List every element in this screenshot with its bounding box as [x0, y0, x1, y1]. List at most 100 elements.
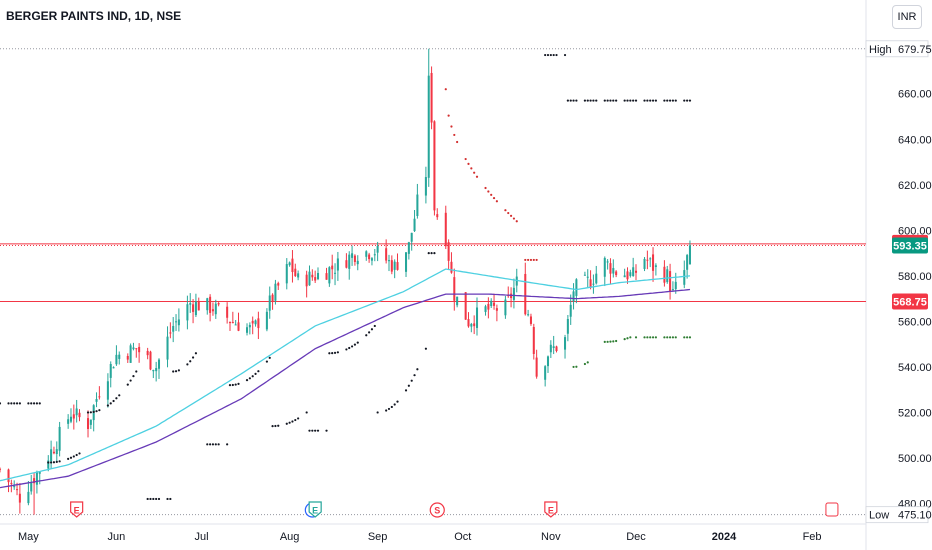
sar-dot — [72, 455, 75, 458]
candle-body — [666, 269, 669, 283]
sar-dot — [251, 375, 254, 378]
candle-body — [291, 258, 294, 273]
x-tick-label: Aug — [280, 531, 300, 543]
sar-dot — [626, 99, 629, 102]
sar-dot — [350, 345, 354, 348]
candle-body — [277, 283, 280, 286]
sar-dot — [606, 99, 609, 102]
candle-body — [353, 255, 356, 262]
marker-shape — [429, 502, 445, 518]
sar-dot — [285, 422, 288, 425]
sar-dot — [146, 497, 149, 501]
sar-dot — [651, 336, 655, 339]
candle-body — [192, 304, 195, 312]
sar-dot — [629, 336, 632, 339]
sar-dot — [512, 217, 516, 220]
sar-dot — [169, 497, 172, 501]
sar-dot — [206, 443, 209, 446]
sar-dot — [365, 334, 368, 337]
sar-dot — [529, 258, 533, 262]
y-tick-label: 500.00 — [898, 453, 932, 465]
plot-area — [0, 48, 692, 515]
sar-dot — [688, 99, 692, 102]
sar-dot — [634, 99, 638, 102]
sar-dot — [308, 429, 311, 432]
candle-body — [365, 251, 368, 257]
sar-dot — [643, 336, 646, 339]
candle-body — [268, 295, 271, 311]
sar-dot — [524, 258, 527, 262]
sar-dot — [274, 424, 277, 428]
candle-body — [69, 416, 73, 422]
sar-dot — [473, 171, 476, 174]
candle-body — [535, 357, 538, 377]
y-tick-label: 620.00 — [898, 180, 932, 192]
sar-dot — [228, 384, 232, 387]
candle-body — [118, 354, 121, 359]
candle-body — [294, 268, 297, 277]
candle-body — [671, 289, 674, 291]
sar-dot — [78, 452, 81, 455]
sar-dot — [115, 397, 118, 400]
sar-dot — [277, 424, 280, 427]
sar-dot — [424, 347, 428, 350]
candle-body — [385, 248, 388, 261]
candle-body — [132, 347, 135, 350]
sar-dot — [32, 402, 36, 405]
candle-body — [583, 274, 586, 276]
split-marker: S — [429, 502, 445, 518]
candle-body — [95, 399, 98, 402]
sar-dot — [563, 53, 567, 57]
price-label-box — [865, 40, 929, 58]
candle-body — [226, 306, 229, 318]
sar-dot — [456, 140, 459, 144]
sar-dot — [427, 251, 430, 255]
sar-dot — [75, 453, 78, 457]
candle-body — [197, 301, 200, 311]
sar-dot — [194, 352, 198, 355]
candle-body — [86, 418, 90, 430]
candle-body — [308, 271, 311, 286]
candle-body — [524, 273, 527, 315]
marker-shape — [308, 501, 322, 518]
sar-dot — [649, 336, 652, 339]
sar-dot — [245, 379, 249, 382]
sar-dot — [444, 88, 447, 91]
candle-body — [456, 296, 459, 306]
currency-button[interactable]: INR — [892, 5, 922, 29]
candle-body — [328, 267, 331, 284]
candle-body — [629, 272, 632, 276]
candle-body — [30, 482, 33, 492]
sar-dot — [234, 383, 237, 386]
candle-body — [209, 296, 212, 313]
sar-dot — [674, 99, 677, 102]
candle-body — [356, 260, 359, 265]
candle-body — [564, 337, 567, 350]
candle-body — [67, 419, 70, 424]
candle-body — [669, 271, 672, 292]
marker-shape — [70, 501, 84, 518]
sar-dot — [311, 429, 314, 432]
sar-dot — [623, 338, 626, 341]
sar-dot — [666, 336, 669, 339]
earnings-marker: E — [544, 501, 558, 518]
candle-body — [0, 468, 2, 470]
candle-body — [194, 301, 197, 316]
sar-dot — [475, 175, 479, 178]
candle-body — [396, 262, 399, 270]
candle-body — [351, 253, 354, 258]
sar-dot — [35, 402, 39, 405]
candle-body — [447, 242, 450, 261]
candle-body — [169, 332, 172, 334]
sar-dot — [211, 443, 215, 446]
candle-body — [623, 275, 626, 278]
sar-dot — [126, 383, 129, 386]
sar-dot — [248, 377, 251, 380]
sar-dot — [55, 460, 58, 463]
price-label-name: High — [869, 44, 892, 56]
sar-dot — [555, 53, 558, 57]
sar-dot — [490, 193, 493, 196]
sar-dot — [410, 379, 413, 382]
sar-dot — [507, 211, 510, 215]
